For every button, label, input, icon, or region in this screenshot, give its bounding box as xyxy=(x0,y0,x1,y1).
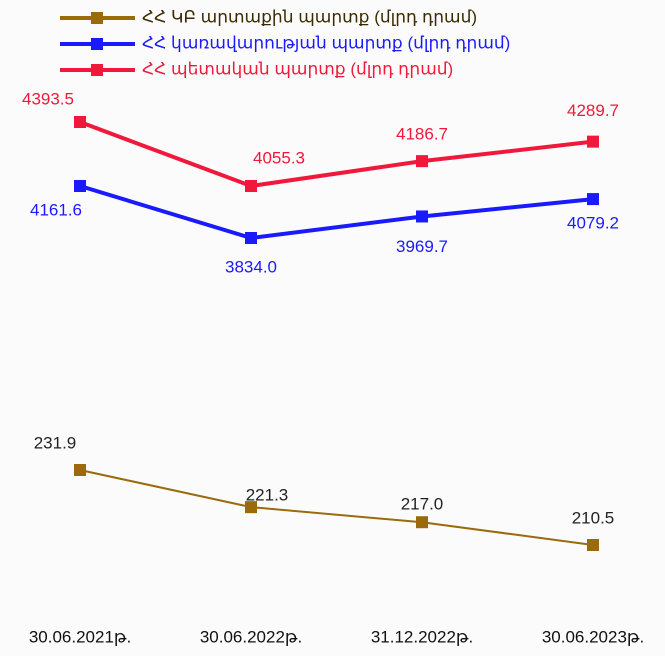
data-label: 4161.6 xyxy=(30,200,82,219)
data-label: 4289.7 xyxy=(567,101,619,120)
legend-marker xyxy=(91,38,103,50)
data-label: 210.5 xyxy=(572,508,615,527)
legend-marker xyxy=(91,64,103,76)
legend-entry: ՀՀ կառավարության պարտք (մլրդ դրամ) xyxy=(60,33,510,52)
point xyxy=(416,516,428,529)
point xyxy=(587,135,599,148)
series-line xyxy=(79,120,594,189)
x-tick-label: 30.06.2021թ. xyxy=(29,627,131,646)
point xyxy=(416,210,428,223)
data-label: 4079.2 xyxy=(567,214,619,233)
legend-entry: ՀՀ պետական պարտք (մլրդ դրամ) xyxy=(60,59,453,78)
point xyxy=(74,180,86,192)
data-label: 4055.3 xyxy=(253,148,305,167)
x-tick-label: 30.06.2022թ. xyxy=(200,627,302,646)
data-label: 3969.7 xyxy=(396,237,448,256)
data-label: 221.3 xyxy=(246,486,289,505)
legend-marker xyxy=(91,12,103,24)
data-label: 217.0 xyxy=(401,495,444,514)
legend-entry: ՀՀ ԿԲ արտաքին պարտք (մլրդ դրամ) xyxy=(60,7,477,26)
point xyxy=(245,232,257,244)
legend-label: ՀՀ պետական պարտք (մլրդ դրամ) xyxy=(142,59,453,78)
point xyxy=(245,501,257,514)
data-label: 3834.0 xyxy=(225,257,277,276)
legend-label: ՀՀ կառավարության պարտք (մլրդ դրամ) xyxy=(142,33,510,52)
data-label: 4186.7 xyxy=(396,125,448,144)
data-label: 231.9 xyxy=(34,433,77,452)
series-line xyxy=(79,184,594,241)
point xyxy=(245,180,257,192)
data-label: 4393.5 xyxy=(22,89,74,108)
series-line xyxy=(79,469,594,546)
point xyxy=(74,464,86,476)
point xyxy=(587,193,599,206)
point xyxy=(587,539,599,551)
point xyxy=(74,116,86,128)
x-tick-label: 30.06.2023թ. xyxy=(542,627,644,646)
x-tick-label: 31.12.2022թ. xyxy=(371,627,473,646)
point xyxy=(416,155,428,168)
legend-label: ՀՀ ԿԲ արտաքին պարտք (մլրդ դրամ) xyxy=(142,7,477,26)
